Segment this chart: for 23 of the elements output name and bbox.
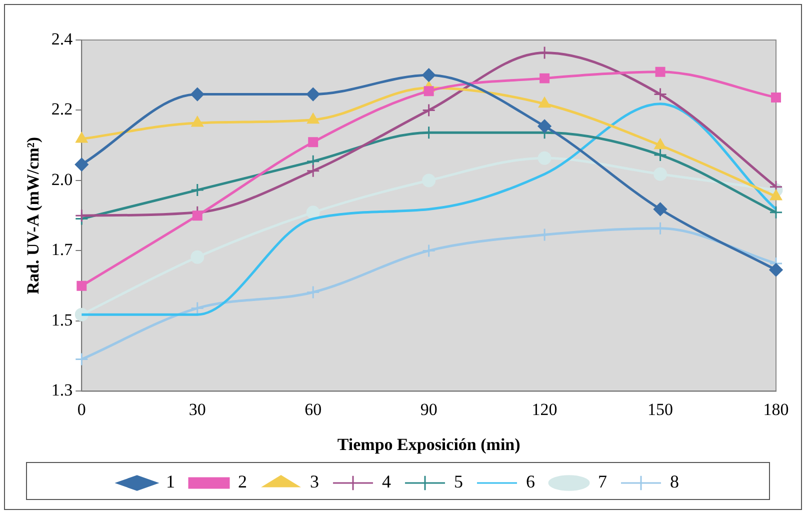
legend-label: 1 xyxy=(166,472,175,492)
x-tick-label: 30 xyxy=(188,400,206,419)
legend-label: 4 xyxy=(382,472,391,492)
legend-label: 5 xyxy=(454,472,463,492)
legend-label: 3 xyxy=(310,472,319,492)
y-tick-label: 1.3 xyxy=(51,380,73,400)
x-tick-label: 150 xyxy=(648,400,674,419)
x-tick-label: 180 xyxy=(763,400,789,419)
y-tick-label: 2.0 xyxy=(51,170,73,189)
x-axis-title: Tiempo Exposición (min) xyxy=(337,435,520,454)
x-tick-label: 60 xyxy=(304,400,322,419)
y-axis-title: Rad. UV-A (mW/cm²) xyxy=(24,136,43,294)
legend-label: 8 xyxy=(670,472,679,492)
x-tick-label: 90 xyxy=(420,400,438,419)
x-tick-label: 120 xyxy=(532,400,558,419)
x-tick-label: 0 xyxy=(77,400,86,419)
y-tick-label: 2.2 xyxy=(51,100,73,119)
y-tick-label: 1.7 xyxy=(51,240,74,260)
legend-label: 2 xyxy=(238,472,247,492)
legend-label: 7 xyxy=(598,472,607,492)
y-tick-label: 1.5 xyxy=(51,310,73,330)
y-tick-label: 2.4 xyxy=(51,29,74,48)
legend-label: 6 xyxy=(526,472,535,492)
